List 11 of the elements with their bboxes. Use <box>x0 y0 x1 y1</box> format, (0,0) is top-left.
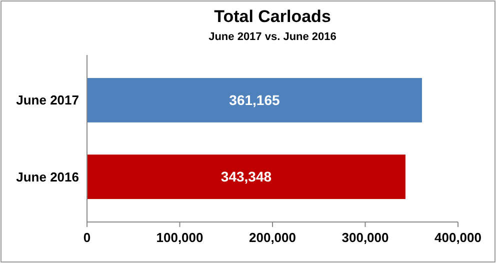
chart-title: Total Carloads <box>214 7 331 26</box>
x-tick-label: 200,000 <box>249 230 296 245</box>
x-tick-label: 400,000 <box>434 230 482 245</box>
chart-subtitle: June 2017 vs. June 2016 <box>208 31 336 43</box>
x-tick-label: 0 <box>83 230 91 245</box>
x-tick-label: 100,000 <box>156 230 204 245</box>
data-label: 361,165 <box>229 92 280 108</box>
x-tick-label: 300,000 <box>342 230 389 245</box>
y-tick-label: June 2017 <box>16 92 79 108</box>
y-tick-label: June 2016 <box>16 169 79 184</box>
data-label: 343,348 <box>220 168 272 185</box>
